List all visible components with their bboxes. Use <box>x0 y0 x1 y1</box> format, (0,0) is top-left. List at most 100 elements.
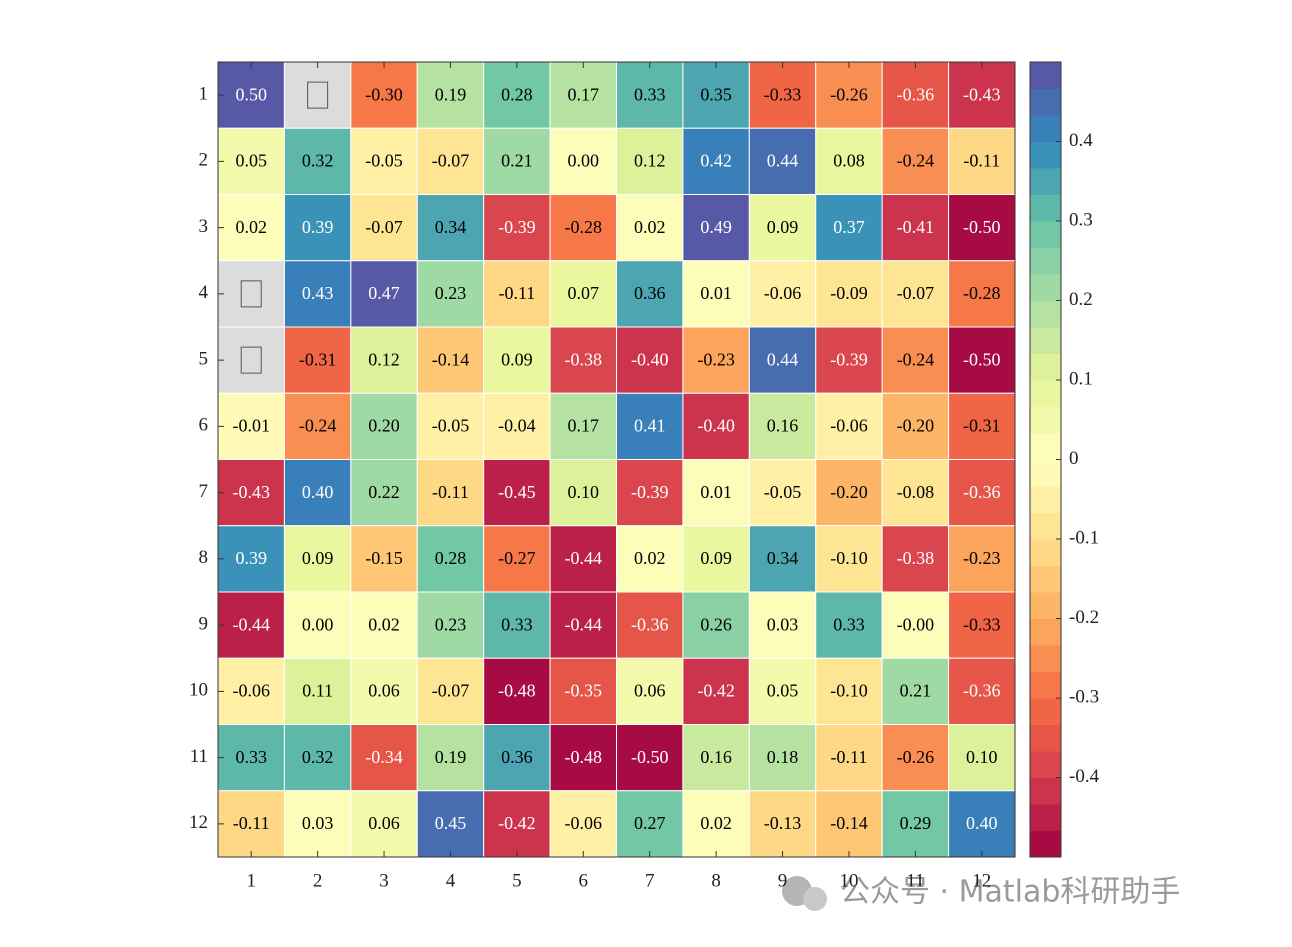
cell-label: 0.39 <box>302 217 334 237</box>
cell <box>748 657 817 725</box>
cell-label: 0.03 <box>302 813 334 833</box>
cell-label: 0.01 <box>700 482 732 502</box>
cell-label: -0.50 <box>631 747 669 767</box>
cell-label: 0.45 <box>435 813 467 833</box>
cell-label: -0.28 <box>963 283 1001 303</box>
colorbar-band <box>1030 724 1061 752</box>
colorbar-band <box>1030 141 1061 169</box>
cell <box>416 392 485 460</box>
cell-label: 0.17 <box>568 416 600 436</box>
cell-label: 0.02 <box>235 217 267 237</box>
cell-label: 0.47 <box>368 283 400 303</box>
cell-label: 0.03 <box>767 614 799 634</box>
cell <box>483 326 551 394</box>
cell-label: -0.38 <box>897 548 935 568</box>
cell-label: 0.34 <box>435 217 467 237</box>
colorbar-band <box>1030 565 1061 593</box>
cell-label: 0.41 <box>634 416 666 436</box>
colorbar-band <box>1030 300 1061 328</box>
x-tick-label: 10 <box>839 870 858 891</box>
cell-label: 0.36 <box>634 283 666 303</box>
cell-label: 0.33 <box>235 747 267 767</box>
cell-label: 0.19 <box>435 747 467 767</box>
cell-label: -0.20 <box>897 416 935 436</box>
cell <box>682 724 750 792</box>
colorbar-band <box>1030 830 1061 858</box>
colorbar-tick-label: 0.3 <box>1069 209 1093 230</box>
cell-label: -0.08 <box>897 482 935 502</box>
cell <box>815 724 883 792</box>
cell-label: 0.23 <box>435 283 467 303</box>
cell-label: -0.14 <box>830 813 868 833</box>
cell-label: -0.09 <box>830 283 868 303</box>
cell-label: -0.39 <box>498 217 536 237</box>
missing-glyph <box>240 346 262 374</box>
colorbar-band <box>1030 327 1061 354</box>
colorbar-band <box>1030 777 1061 805</box>
cell <box>217 657 285 725</box>
cell <box>815 790 883 858</box>
colorbar-band <box>1030 406 1061 434</box>
cell-label: 0.29 <box>900 813 932 833</box>
cell-label: -0.07 <box>897 283 935 303</box>
cell <box>283 392 352 460</box>
cell-label: -0.35 <box>565 681 603 701</box>
y-tick-label: 8 <box>199 547 209 568</box>
missing-cell <box>217 326 285 394</box>
cell <box>748 790 817 858</box>
cell <box>549 657 617 725</box>
cell-label: -0.06 <box>232 681 270 701</box>
cell-label: 0.10 <box>568 482 600 502</box>
y-tick-label: 1 <box>199 83 209 104</box>
cell <box>616 326 684 394</box>
cell <box>483 194 551 262</box>
cell-label: 0.05 <box>767 681 799 701</box>
cell-label: 0.32 <box>302 151 334 171</box>
cell-label: -0.06 <box>830 416 868 436</box>
plot-frame <box>217 61 1016 858</box>
cell-label: -0.11 <box>233 813 270 833</box>
cell-label: -0.48 <box>565 747 603 767</box>
cell-label: -0.05 <box>764 482 802 502</box>
cell-label: 0.44 <box>767 151 799 171</box>
cell-label: -0.50 <box>963 217 1001 237</box>
colorbar-tick-label: 0.1 <box>1069 368 1093 389</box>
x-tick-label: 12 <box>972 870 991 891</box>
cell-label: -0.26 <box>830 84 868 104</box>
cell-label: 0.02 <box>368 614 400 634</box>
cell <box>483 459 551 527</box>
colorbar-band <box>1030 221 1061 248</box>
colorbar-tick-label: -0.4 <box>1069 766 1100 787</box>
cell-label: -0.24 <box>897 151 935 171</box>
cell-label: 0.39 <box>235 548 267 568</box>
cell-label: 0.18 <box>767 747 799 767</box>
colorbar-band <box>1030 804 1061 831</box>
y-tick-label: 11 <box>190 746 208 767</box>
colorbar-band <box>1030 274 1061 301</box>
cell-label: 0.36 <box>501 747 533 767</box>
colorbar-band <box>1030 88 1061 116</box>
cell-label: -0.42 <box>697 681 735 701</box>
watermark-icon <box>803 887 827 911</box>
missing-glyph <box>307 81 329 109</box>
cell <box>549 525 617 593</box>
colorbar-band <box>1030 247 1061 275</box>
cell <box>748 326 817 394</box>
cell <box>283 194 352 262</box>
cell <box>948 591 1016 659</box>
y-tick-label: 9 <box>199 613 209 634</box>
cell-label: -0.10 <box>830 548 868 568</box>
cell <box>748 724 817 792</box>
cell <box>350 326 418 394</box>
cell <box>881 194 950 262</box>
cell-label: 0.27 <box>634 813 666 833</box>
cell-label: 0.35 <box>700 84 732 104</box>
cell-label: -0.11 <box>831 747 868 767</box>
colorbar-band <box>1030 751 1061 778</box>
cell-label: -0.44 <box>565 614 603 634</box>
cell <box>682 326 750 394</box>
cell <box>549 724 617 792</box>
cell <box>948 127 1016 195</box>
cell <box>350 724 418 792</box>
cell <box>549 392 617 460</box>
